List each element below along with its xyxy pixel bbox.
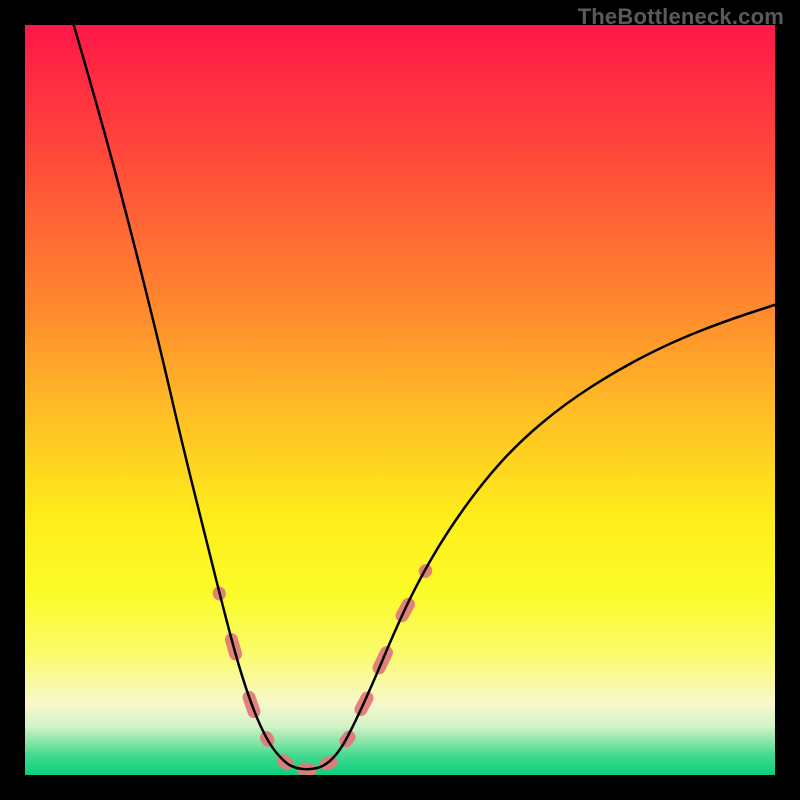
chart-container: TheBottleneck.com (0, 0, 800, 800)
watermark-text: TheBottleneck.com (578, 4, 784, 30)
chart-svg (0, 0, 800, 800)
plot-background (25, 25, 775, 775)
